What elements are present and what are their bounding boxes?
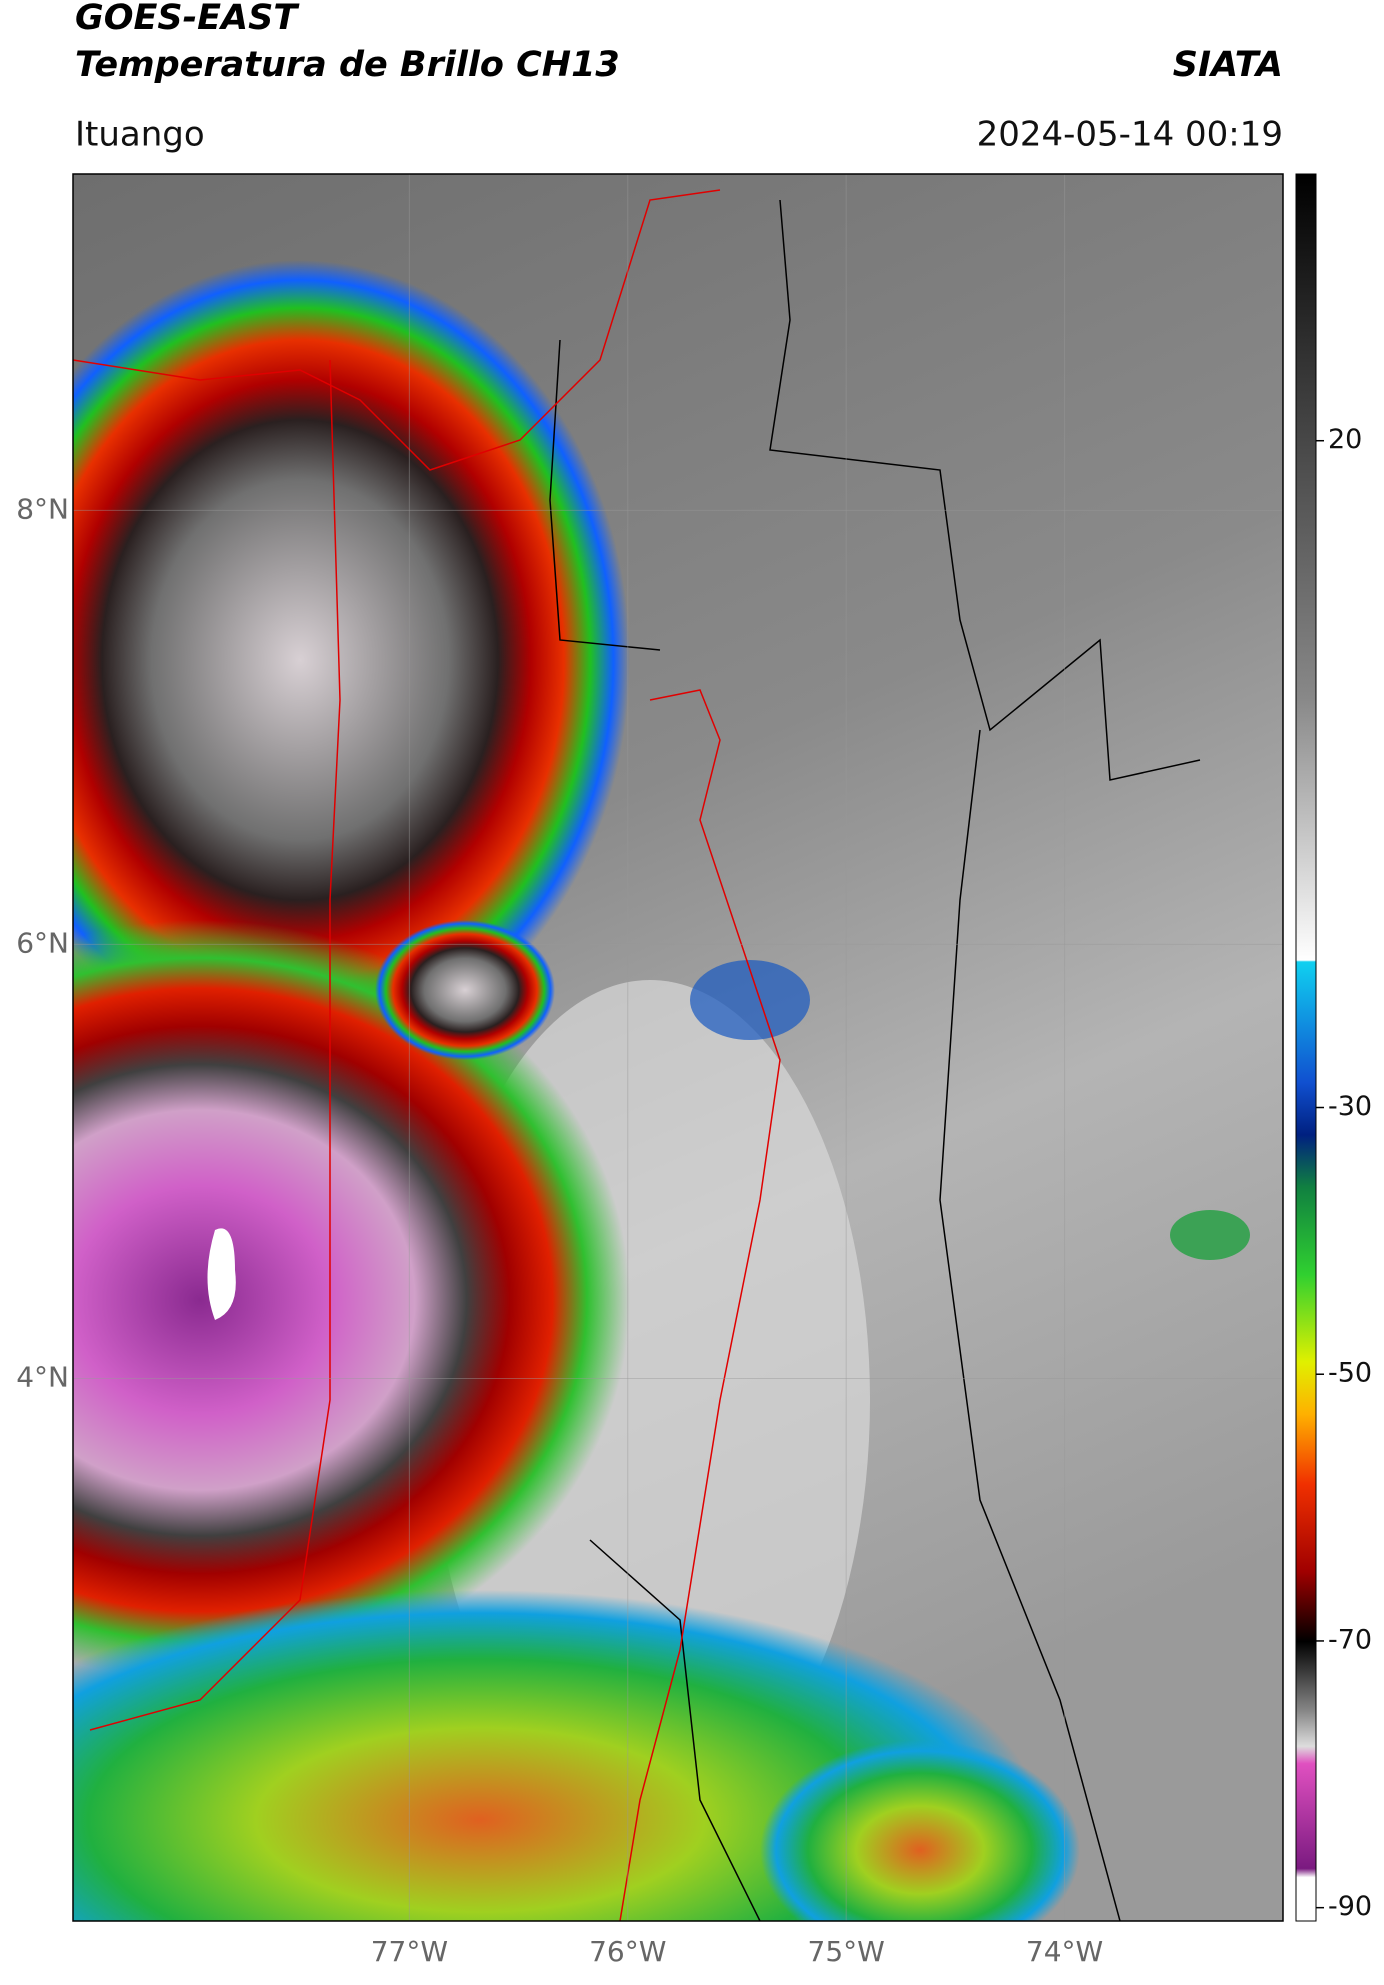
lat-label: 8°N bbox=[16, 492, 69, 525]
title: GOES-EAST bbox=[75, 0, 300, 38]
satellite-image bbox=[73, 174, 1283, 1921]
colorbar-label: -90 bbox=[1328, 1891, 1372, 1922]
title: Temperatura de Brillo CH13 bbox=[75, 45, 620, 85]
timestamp: 2024-05-14 00:19 bbox=[977, 115, 1283, 155]
lat-label: 4°N bbox=[16, 1360, 69, 1393]
colorbar-label: -30 bbox=[1328, 1091, 1372, 1122]
colorbar-label: -70 bbox=[1328, 1624, 1372, 1655]
location: Ituango bbox=[75, 115, 205, 155]
lon-label: 76°W bbox=[589, 1935, 666, 1968]
graticule bbox=[73, 174, 1283, 1921]
lon-label: 77°W bbox=[371, 1935, 448, 1968]
colorbar bbox=[1295, 173, 1317, 1922]
map-frame bbox=[72, 173, 1284, 1922]
colorbar-label: 20 bbox=[1328, 424, 1362, 455]
lon-label: 75°W bbox=[808, 1935, 885, 1968]
colorbar-label: -50 bbox=[1328, 1358, 1372, 1389]
lon-label: 74°W bbox=[1026, 1935, 1103, 1968]
lat-label: 6°N bbox=[16, 926, 69, 959]
agency: SIATA bbox=[1173, 45, 1283, 85]
